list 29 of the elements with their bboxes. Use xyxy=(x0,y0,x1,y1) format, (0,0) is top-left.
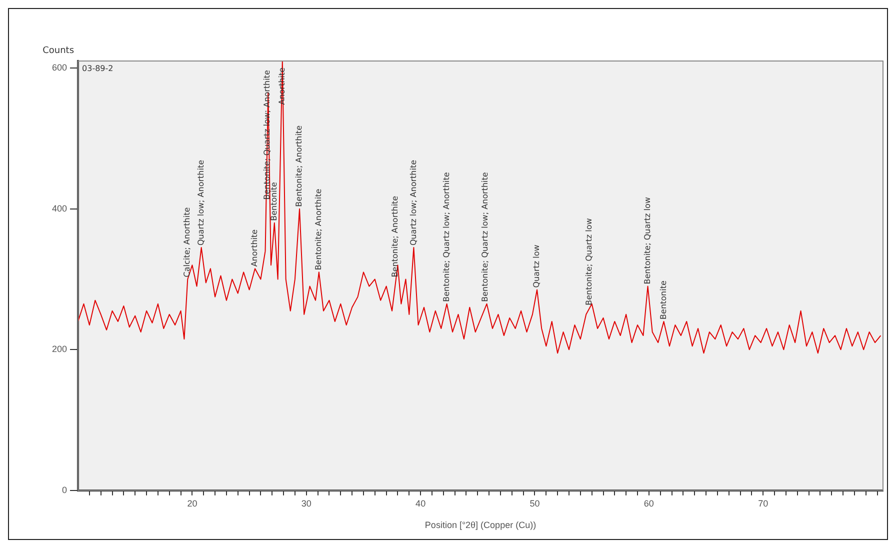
x-tick-label: 70 xyxy=(758,498,768,508)
y-tick-label: 200 xyxy=(52,344,68,354)
annotation: Bentonite xyxy=(658,280,668,320)
x-tick-label: 50 xyxy=(530,498,540,508)
chart-title: 03-89-2 xyxy=(82,64,114,74)
x-tick-label: 40 xyxy=(416,498,426,508)
annotation: Quartz low; Anorthite xyxy=(196,160,206,246)
y-axis-title: Counts xyxy=(42,46,74,56)
y-tick-label: 0 xyxy=(62,484,68,495)
y-tick-label: 400 xyxy=(52,203,68,214)
x-tick-label: 60 xyxy=(644,498,654,508)
annotation: Bentonite; Anorthite xyxy=(390,196,400,278)
annotation: Bentonite xyxy=(269,182,278,221)
annotation: Bentonite; Quartz low xyxy=(642,196,652,284)
annotation: Anorthite xyxy=(250,229,260,267)
annotation: Anorthite xyxy=(277,67,286,105)
x-tick-label: 30 xyxy=(301,498,312,508)
annotation: Bentonite; Quartz low; Anorthite xyxy=(262,70,272,200)
annotation: Bentonite; Quartz low xyxy=(584,218,594,306)
annotation: Bentonite; Anorthite xyxy=(314,188,324,270)
x-tick-label: 20 xyxy=(187,498,198,508)
annotation: Quartz low xyxy=(532,244,542,288)
annotation: Bentonite; Quartz low; Anorthite xyxy=(442,172,451,302)
x-axis-title: Position [°2θ] (Copper (Cu)) xyxy=(424,520,536,530)
annotation: Quartz low; Anorthite xyxy=(408,160,418,246)
annotation: Bentonite; Quartz low; Anorthite xyxy=(480,172,490,302)
annotation: Bentonite; Anorthite xyxy=(294,125,304,207)
y-tick-label: 600 xyxy=(52,62,68,73)
annotation: Calcite; Anorthite xyxy=(182,207,192,278)
